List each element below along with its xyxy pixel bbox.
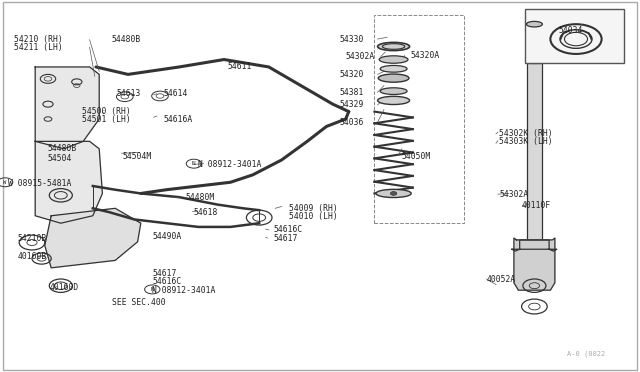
Polygon shape bbox=[512, 240, 557, 251]
Text: 54320: 54320 bbox=[339, 70, 364, 79]
Text: 54480M: 54480M bbox=[186, 193, 215, 202]
Ellipse shape bbox=[376, 189, 412, 198]
Text: 54302K (RH): 54302K (RH) bbox=[499, 129, 553, 138]
Text: 54617: 54617 bbox=[274, 234, 298, 243]
Text: 54303K (LH): 54303K (LH) bbox=[499, 137, 553, 146]
Text: 54618: 54618 bbox=[193, 208, 218, 217]
Text: N 08912-3401A: N 08912-3401A bbox=[152, 286, 216, 295]
Bar bbox=[527, 63, 542, 242]
Polygon shape bbox=[35, 141, 102, 223]
Text: 54490A: 54490A bbox=[152, 232, 182, 241]
Text: 54501 (LH): 54501 (LH) bbox=[82, 115, 131, 124]
Text: 54330: 54330 bbox=[339, 35, 364, 44]
Bar bbox=[525, 9, 624, 63]
Text: 54211 (LH): 54211 (LH) bbox=[14, 43, 63, 52]
Text: 54036: 54036 bbox=[339, 118, 364, 126]
Text: A-0 (0022: A-0 (0022 bbox=[566, 351, 605, 357]
Ellipse shape bbox=[380, 65, 407, 72]
Text: 54480B: 54480B bbox=[112, 35, 141, 44]
Text: 54611: 54611 bbox=[227, 62, 252, 71]
Text: W 08915-5481A: W 08915-5481A bbox=[8, 179, 71, 187]
Text: 54613: 54613 bbox=[116, 89, 141, 98]
Text: 54500 (RH): 54500 (RH) bbox=[82, 107, 131, 116]
Text: 54617: 54617 bbox=[152, 269, 177, 278]
Polygon shape bbox=[35, 67, 99, 149]
Text: 54210 (RH): 54210 (RH) bbox=[14, 35, 63, 44]
Text: 54302A: 54302A bbox=[346, 52, 375, 61]
Text: W: W bbox=[3, 180, 7, 185]
Ellipse shape bbox=[526, 21, 543, 27]
Circle shape bbox=[390, 192, 397, 195]
Text: 54504: 54504 bbox=[48, 154, 72, 163]
Text: N: N bbox=[192, 161, 196, 166]
Text: 40160D: 40160D bbox=[50, 283, 79, 292]
Ellipse shape bbox=[378, 74, 409, 82]
Text: 54614: 54614 bbox=[163, 89, 188, 98]
Text: 54504M: 54504M bbox=[123, 152, 152, 161]
Text: 54480B: 54480B bbox=[48, 144, 77, 153]
Text: 54010 (LH): 54010 (LH) bbox=[289, 212, 338, 221]
Text: N 08912-3401A: N 08912-3401A bbox=[198, 160, 262, 169]
Text: 54616C: 54616C bbox=[152, 278, 182, 286]
Text: 54009 (RH): 54009 (RH) bbox=[289, 204, 338, 213]
Text: 40110F: 40110F bbox=[522, 201, 551, 210]
Text: 54034: 54034 bbox=[558, 26, 582, 35]
Text: 54302A: 54302A bbox=[499, 190, 529, 199]
Ellipse shape bbox=[380, 56, 408, 63]
Bar bbox=[374, 15, 464, 223]
Text: 54616A: 54616A bbox=[163, 115, 193, 124]
Text: N: N bbox=[150, 287, 154, 292]
Text: 54210B: 54210B bbox=[18, 234, 47, 243]
Text: 54320A: 54320A bbox=[411, 51, 440, 60]
Text: 54329: 54329 bbox=[339, 100, 364, 109]
Text: 40052A: 40052A bbox=[486, 275, 516, 284]
Text: SEE SEC.400: SEE SEC.400 bbox=[112, 298, 166, 307]
Bar bbox=[531, 26, 538, 63]
Text: 54050M: 54050M bbox=[402, 152, 431, 161]
Text: 40160B: 40160B bbox=[18, 252, 47, 261]
Ellipse shape bbox=[378, 96, 410, 105]
Polygon shape bbox=[514, 238, 555, 290]
Text: 54381: 54381 bbox=[339, 88, 364, 97]
Ellipse shape bbox=[380, 88, 407, 94]
Text: 54616C: 54616C bbox=[274, 225, 303, 234]
Polygon shape bbox=[45, 208, 141, 268]
Ellipse shape bbox=[378, 42, 410, 51]
